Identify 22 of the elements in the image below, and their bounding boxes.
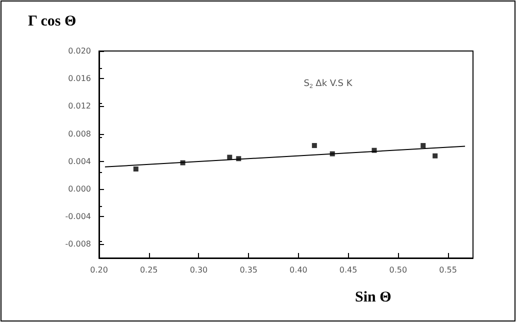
x-tick-label: 0.20	[90, 266, 108, 274]
x-tick-label: 0.55	[439, 266, 457, 274]
x-tick-label: 0.35	[240, 266, 258, 274]
x-tick-label: 0.30	[190, 266, 208, 274]
point	[432, 153, 438, 158]
point	[420, 143, 426, 148]
x-tick-label: 0.45	[339, 266, 358, 274]
y-tick-label: 0.012	[68, 102, 91, 111]
x-axis-title: Sin Θ	[355, 290, 392, 306]
y-tick-label: 0.004	[68, 156, 91, 166]
point	[312, 143, 317, 148]
y-tick-label: -0.008	[65, 240, 91, 249]
x-tick-label: 0.25	[140, 266, 158, 274]
y-tick-label: 0.000	[68, 184, 91, 194]
y-tick-label: -0.004	[65, 212, 91, 222]
y-tick-label: 0.020	[68, 46, 91, 56]
x-tick-label: 0.50	[389, 266, 408, 274]
y-axis-title: Γ cos Θ	[28, 14, 76, 30]
y-tick-label: 0.008	[68, 129, 91, 138]
point	[133, 166, 138, 172]
x-tick-label: 0.40	[290, 266, 308, 274]
y-tick-label: 0.016	[68, 74, 91, 84]
